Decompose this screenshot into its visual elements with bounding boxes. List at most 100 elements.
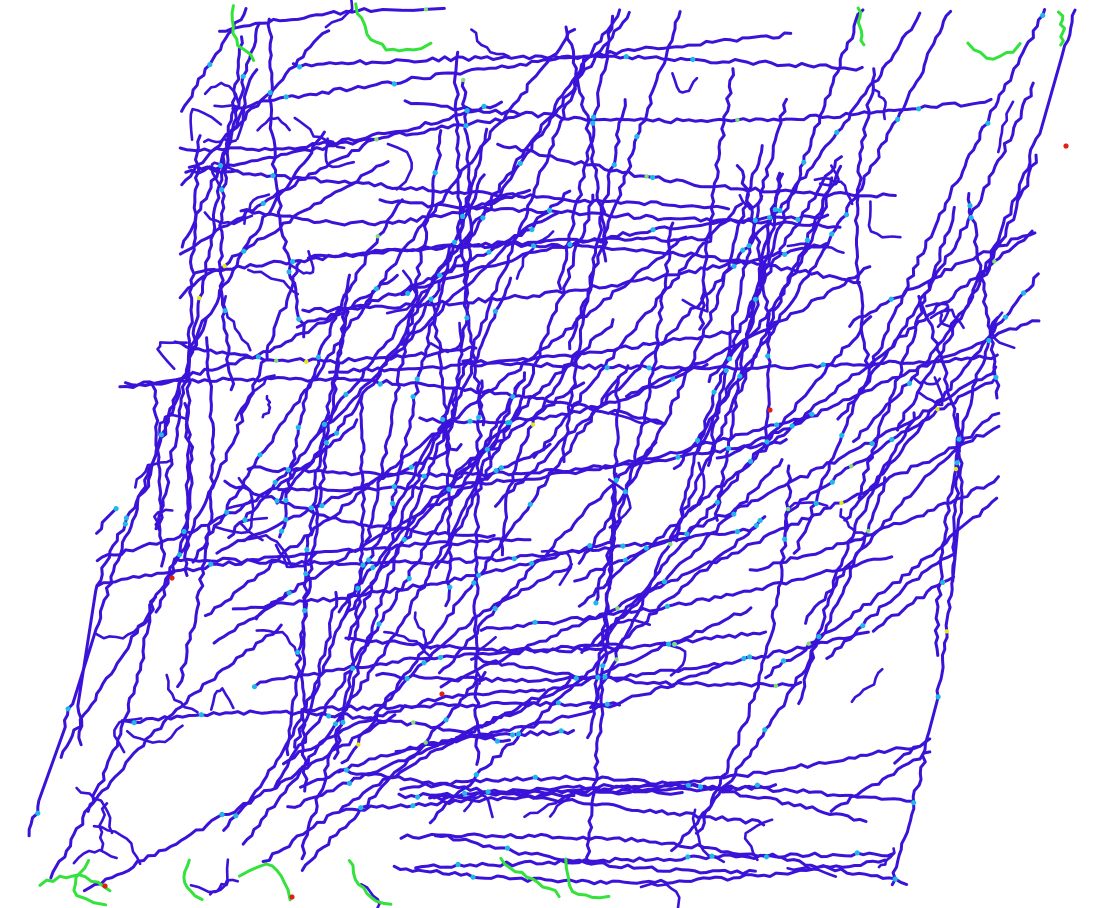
fiber xyxy=(344,630,768,654)
fiber-branch xyxy=(113,717,143,754)
junction-node xyxy=(414,376,420,382)
junction-node xyxy=(726,445,732,451)
junction-node xyxy=(854,850,860,856)
junction-node xyxy=(272,479,278,485)
junction-node xyxy=(492,308,498,314)
junction-node xyxy=(763,854,770,860)
junction-node xyxy=(439,691,445,697)
fiber xyxy=(434,834,757,876)
edge-fiber xyxy=(499,856,561,898)
fiber xyxy=(277,412,814,493)
junction-node xyxy=(767,407,773,413)
junction-node xyxy=(752,296,759,302)
fiber xyxy=(713,172,784,522)
fiber-branch xyxy=(743,818,774,862)
fiber xyxy=(825,553,955,660)
fiber-branch xyxy=(75,786,114,835)
junction-node xyxy=(208,561,214,567)
fiber xyxy=(461,353,999,371)
junction-node xyxy=(289,259,296,265)
junction-node xyxy=(470,874,476,880)
fiber-branch xyxy=(153,508,174,532)
junction-node xyxy=(986,337,992,344)
fiber-branch xyxy=(255,589,292,621)
fiber-branch xyxy=(92,824,142,866)
junction-node xyxy=(889,436,895,443)
fiber-branch xyxy=(671,72,699,94)
fiber-branch xyxy=(241,534,293,568)
fiber-branch xyxy=(523,794,576,819)
edge-fiber xyxy=(966,41,1022,61)
junction-node xyxy=(795,216,801,223)
fiber xyxy=(797,411,916,705)
junction-node xyxy=(801,159,807,165)
junction-node xyxy=(283,94,289,100)
junction-node xyxy=(493,468,499,474)
fiber-branch xyxy=(324,0,354,29)
fiber xyxy=(154,35,244,531)
junction-node xyxy=(326,713,332,719)
fiber-branch xyxy=(867,200,902,239)
fiber xyxy=(853,67,876,369)
fiber-branch xyxy=(877,847,896,869)
junction-node xyxy=(321,421,327,427)
junction-node xyxy=(741,655,747,662)
fiber-branch xyxy=(158,413,186,437)
junction-node xyxy=(590,120,596,126)
fiber-branch xyxy=(293,116,346,150)
junction-node xyxy=(643,545,649,551)
fiber-branch xyxy=(243,193,271,225)
fiber xyxy=(472,379,484,766)
fiber xyxy=(246,438,788,478)
fiber-branch xyxy=(213,104,246,141)
fiber xyxy=(300,670,487,872)
fiber-branch xyxy=(324,137,355,169)
junction-node xyxy=(240,73,246,79)
junction-node xyxy=(289,894,295,900)
fiber xyxy=(285,273,351,757)
junction-node xyxy=(484,446,490,452)
junction-node xyxy=(358,805,364,811)
junction-node xyxy=(829,231,835,237)
fiber xyxy=(218,6,446,33)
junction-node xyxy=(410,394,416,400)
junction-node xyxy=(762,727,768,733)
junction-node xyxy=(334,430,340,436)
junction-node xyxy=(604,365,610,371)
junction-node xyxy=(685,854,691,860)
junction-node xyxy=(723,367,729,374)
junction-node xyxy=(447,584,453,590)
fiber-branch xyxy=(226,476,254,510)
fiber-branch xyxy=(134,458,174,489)
fiber-branch xyxy=(540,549,573,586)
junction-node xyxy=(866,528,871,534)
fiber xyxy=(439,424,1001,689)
junction-node xyxy=(304,359,309,364)
junction-node xyxy=(782,251,788,257)
fiber xyxy=(594,221,675,605)
junction-node xyxy=(485,789,491,795)
fiber-branch xyxy=(918,376,944,407)
junction-node xyxy=(315,354,321,360)
junction-node xyxy=(437,654,444,661)
edge-fiber xyxy=(182,858,204,901)
junction-node xyxy=(113,506,119,512)
junction-node xyxy=(131,720,137,726)
junction-node xyxy=(471,580,477,586)
junction-node xyxy=(1002,314,1009,320)
junction-node xyxy=(122,521,128,527)
fiber xyxy=(414,851,895,870)
junction-node xyxy=(481,103,487,109)
junction-node xyxy=(241,248,247,254)
junction-node xyxy=(467,418,473,424)
fiber xyxy=(378,198,842,229)
fiber xyxy=(183,134,202,577)
fiber-branch xyxy=(94,618,151,640)
junction-node xyxy=(452,239,458,245)
junction-node xyxy=(752,217,758,223)
junction-node xyxy=(735,117,740,123)
junction-node xyxy=(816,634,822,640)
junction-node xyxy=(509,732,516,738)
edge-fiber xyxy=(1057,10,1067,47)
